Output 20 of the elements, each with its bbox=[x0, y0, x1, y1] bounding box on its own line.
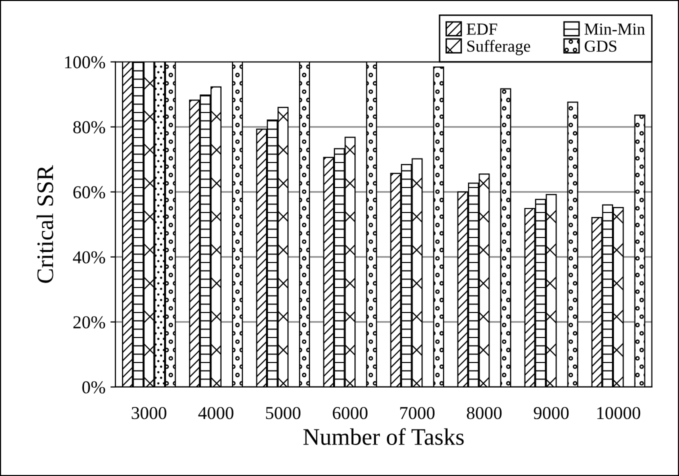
y-tick-label: 20% bbox=[73, 316, 106, 328]
y-tick-label: 60% bbox=[73, 186, 106, 198]
y-tick-label: 80% bbox=[73, 121, 106, 134]
x-tick-label: 10000 bbox=[597, 406, 640, 420]
x-tick-label: 9000 bbox=[534, 406, 569, 420]
y-tick-label: 0% bbox=[82, 381, 106, 394]
legend-label: EDF bbox=[466, 24, 498, 35]
x-tick-label: 3000 bbox=[132, 406, 166, 420]
x-axis-title: Number of Tasks bbox=[303, 428, 464, 445]
legend-label: Min-Min bbox=[584, 24, 645, 35]
x-tick-label: 7000 bbox=[400, 406, 435, 420]
x-tick-label: 4000 bbox=[198, 406, 234, 420]
y-tick-label: 40% bbox=[72, 251, 106, 264]
x-tick-label: 6000 bbox=[332, 406, 368, 420]
y-axis-title: Critical SSR bbox=[36, 165, 54, 283]
legend-label: Sufferage bbox=[467, 40, 530, 56]
y-tick-label: 100% bbox=[65, 56, 106, 68]
x-tick-label: 5000 bbox=[266, 406, 300, 420]
legend-label: GDS bbox=[584, 40, 616, 52]
x-tick-label: 8000 bbox=[466, 406, 502, 420]
